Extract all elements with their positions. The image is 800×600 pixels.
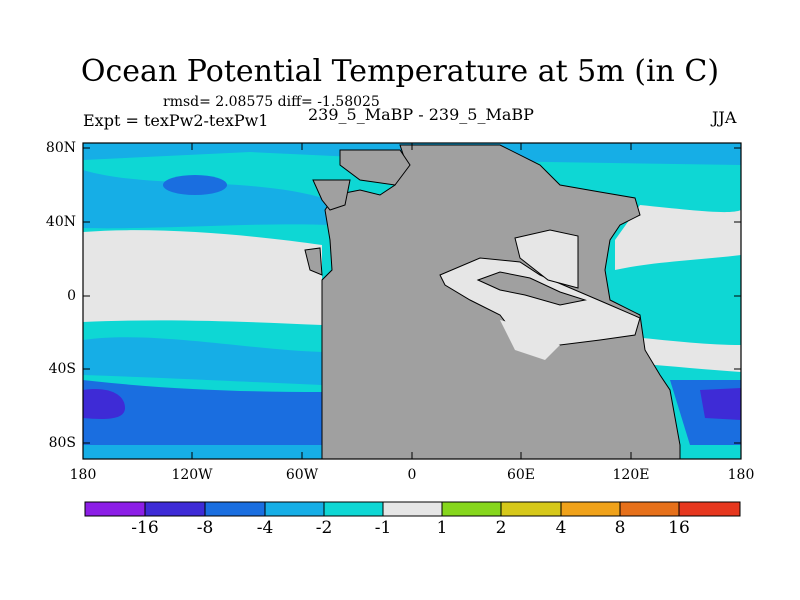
- colorbar: [84, 501, 741, 517]
- colorbar-label: -2: [315, 518, 333, 538]
- field-region: [83, 445, 322, 459]
- lat-label: 40N: [45, 214, 76, 230]
- field-region: [83, 389, 125, 419]
- experiment-label: Expt = texPw2-texPw1: [83, 111, 269, 130]
- lon-label: 180: [69, 467, 97, 483]
- colorbar-label: 4: [555, 518, 567, 538]
- field-region: [163, 175, 227, 195]
- colorbar-swatch: [383, 502, 442, 516]
- map-plot: [82, 142, 742, 460]
- stats-text: rmsd= 2.08575 diff= -1.58025: [163, 94, 380, 110]
- colorbar-label: 2: [495, 518, 507, 538]
- field-region: [83, 380, 322, 445]
- lon-label: 120W: [171, 467, 213, 483]
- field-region: [700, 388, 741, 420]
- land-mass: [312, 179, 351, 211]
- lon-label: 60W: [285, 467, 319, 483]
- colorbar-label: -8: [196, 518, 214, 538]
- field-region: [615, 205, 741, 270]
- colorbar-swatch: [324, 502, 383, 516]
- inland-sea: [514, 229, 579, 289]
- lon-label: 120E: [612, 467, 650, 483]
- colorbar-swatch: [205, 502, 265, 516]
- lat-label: 0: [67, 288, 76, 304]
- land-mass: [339, 149, 411, 186]
- colorbar-label: -4: [256, 518, 274, 538]
- field-region: [500, 320, 560, 360]
- lat-label: 80N: [45, 140, 76, 156]
- plot-title: Ocean Potential Temperature at 5m (in C): [80, 54, 720, 89]
- lon-label: 180: [727, 467, 755, 483]
- colorbar-label: 16: [668, 518, 690, 538]
- colorbar-label: 1: [436, 518, 448, 538]
- season-label: JJA: [712, 108, 737, 127]
- lon-label: 60E: [506, 467, 536, 483]
- colorbar-swatch: [85, 502, 145, 516]
- lon-label: 0: [407, 467, 417, 483]
- colorbar-label: -1: [374, 518, 392, 538]
- colorbar-swatch: [145, 502, 205, 516]
- land-mass: [304, 247, 323, 276]
- colorbar-swatch: [620, 502, 679, 516]
- land-mass: [476, 271, 587, 306]
- colorbar-swatch: [265, 502, 324, 516]
- colorbar-swatch: [501, 502, 561, 516]
- lat-label: 80S: [48, 435, 76, 451]
- field-region: [83, 337, 322, 385]
- colorbar-swatch: [561, 502, 620, 516]
- colorbar-label: 8: [614, 518, 626, 538]
- colorbar-label: -16: [131, 518, 159, 538]
- colorbar-swatch: [679, 502, 740, 516]
- field-region: [83, 170, 330, 229]
- case-label: 239_5_MaBP - 239_5_MaBP: [308, 105, 534, 124]
- lat-label: 40S: [48, 361, 76, 377]
- field-region: [83, 230, 322, 325]
- colorbar-swatch: [442, 502, 501, 516]
- tick-marks: [83, 143, 741, 459]
